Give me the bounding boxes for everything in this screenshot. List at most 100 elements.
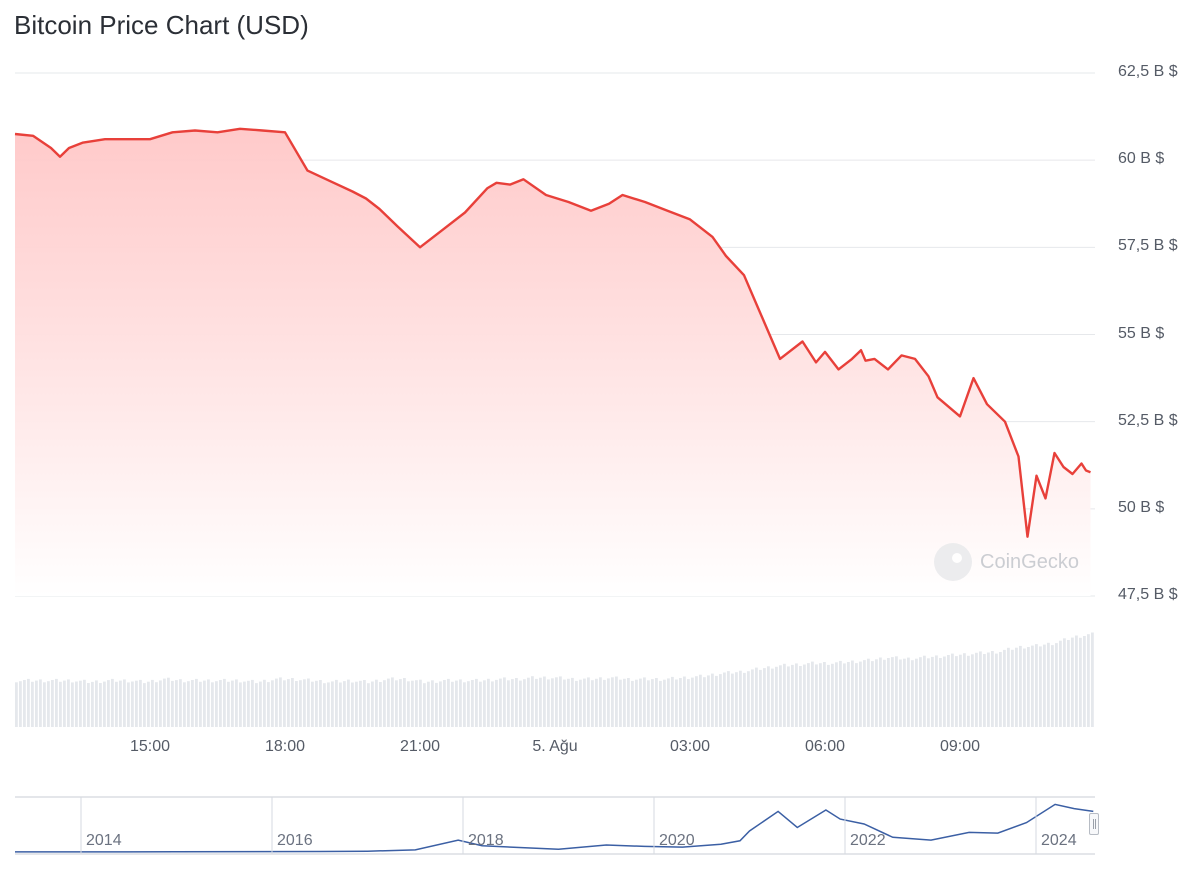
y-tick-label: 57,5 B $ [1118, 237, 1178, 255]
volume-bar [643, 677, 646, 727]
volume-bar [287, 679, 290, 727]
x-tick-label: 21:00 [399, 738, 441, 755]
gecko-logo-icon [934, 543, 972, 581]
volume-bar [19, 681, 22, 727]
volume-bar [907, 657, 910, 727]
volume-bar [439, 681, 442, 727]
volume-bar [675, 679, 678, 727]
volume-bar [855, 663, 858, 727]
volume-bar [283, 680, 286, 727]
navigator-year-label: 2024 [1041, 832, 1077, 849]
volume-bar [671, 676, 674, 727]
volume-bar [719, 674, 722, 727]
volume-bar [315, 680, 318, 727]
volume-bar [523, 679, 526, 727]
volume-bar [623, 678, 626, 727]
volume-bar [47, 681, 50, 727]
volume-bar [635, 679, 638, 727]
volume-bar [31, 681, 34, 727]
volume-bar [1059, 640, 1062, 727]
volume-bar [103, 681, 106, 727]
volume-bar [203, 680, 206, 727]
volume-bar [375, 679, 378, 727]
volume-bar [223, 678, 226, 727]
volume-bar [215, 681, 218, 727]
volume-bar [631, 680, 634, 727]
volume-bar [967, 655, 970, 727]
volume-bar [363, 680, 366, 727]
volume-bar [939, 658, 942, 727]
volume-bar [35, 680, 38, 727]
volume-bar [563, 679, 566, 727]
volume-bar [955, 656, 958, 727]
volume-bar [983, 654, 986, 727]
volume-bar [507, 680, 510, 727]
volume-bar [567, 678, 570, 727]
volume-bar [703, 677, 706, 727]
volume-bar [951, 653, 954, 727]
volume-bar [579, 679, 582, 727]
volume-bar [591, 680, 594, 727]
volume-bar [959, 654, 962, 727]
volume-bar [887, 658, 890, 727]
volume-bar [163, 678, 166, 727]
volume-bar [359, 680, 362, 727]
volume-bar [519, 680, 522, 727]
volume-bar [367, 683, 370, 727]
volume-bar [199, 681, 202, 727]
volume-bar [659, 680, 662, 727]
y-tick-label: 47,5 B $ [1118, 586, 1178, 603]
volume-bar [415, 680, 418, 727]
volume-bar [43, 682, 46, 727]
volume-bar [611, 677, 614, 727]
volume-bar [255, 683, 258, 727]
volume-bar [647, 680, 650, 727]
volume-bar [323, 683, 326, 727]
volume-bar [775, 666, 778, 727]
volume-bar [839, 660, 842, 727]
volume-bar [771, 668, 774, 727]
x-tick-label: 15:00 [129, 738, 171, 755]
y-tick-label: 55 B $ [1118, 324, 1165, 342]
volume-bar [187, 681, 190, 727]
volume-bar [407, 681, 410, 727]
volume-bar [539, 677, 542, 727]
volume-bar [1047, 642, 1050, 727]
volume-bar [91, 681, 94, 727]
navigator-handle[interactable] [1089, 813, 1099, 835]
volume-bar [443, 680, 446, 727]
volume-bar [1003, 649, 1006, 727]
volume-bar [767, 666, 770, 727]
volume-bar [843, 663, 846, 727]
volume-bar [1075, 635, 1078, 727]
volume-bar [491, 681, 494, 727]
range-navigator[interactable] [14, 796, 1095, 855]
navigator-year-label: 2022 [850, 832, 886, 849]
volume-bar [759, 669, 762, 727]
volume-bar [411, 680, 414, 727]
volume-bar [247, 680, 250, 727]
volume-bar [587, 677, 590, 727]
volume-bar [667, 678, 670, 727]
volume-bar [39, 679, 42, 727]
volume-bar [515, 678, 518, 727]
volume-bar [227, 681, 230, 727]
volume-bar [727, 671, 730, 727]
volume-bar [819, 663, 822, 727]
volume-bar [175, 680, 178, 727]
volume-bar [191, 680, 194, 727]
volume-bar [899, 659, 902, 727]
volume-bar [779, 665, 782, 727]
volume-bar [987, 652, 990, 727]
volume-bar [1063, 638, 1066, 727]
volume-bar [1023, 648, 1026, 727]
volume-bar [15, 682, 18, 727]
volume-bar [699, 674, 702, 727]
volume-bar [1055, 643, 1058, 727]
volume-bar [1043, 644, 1046, 727]
volume-bar [395, 680, 398, 727]
volume-bar [695, 676, 698, 727]
volume-bar [219, 680, 222, 727]
coingecko-watermark: CoinGecko [934, 543, 1079, 581]
